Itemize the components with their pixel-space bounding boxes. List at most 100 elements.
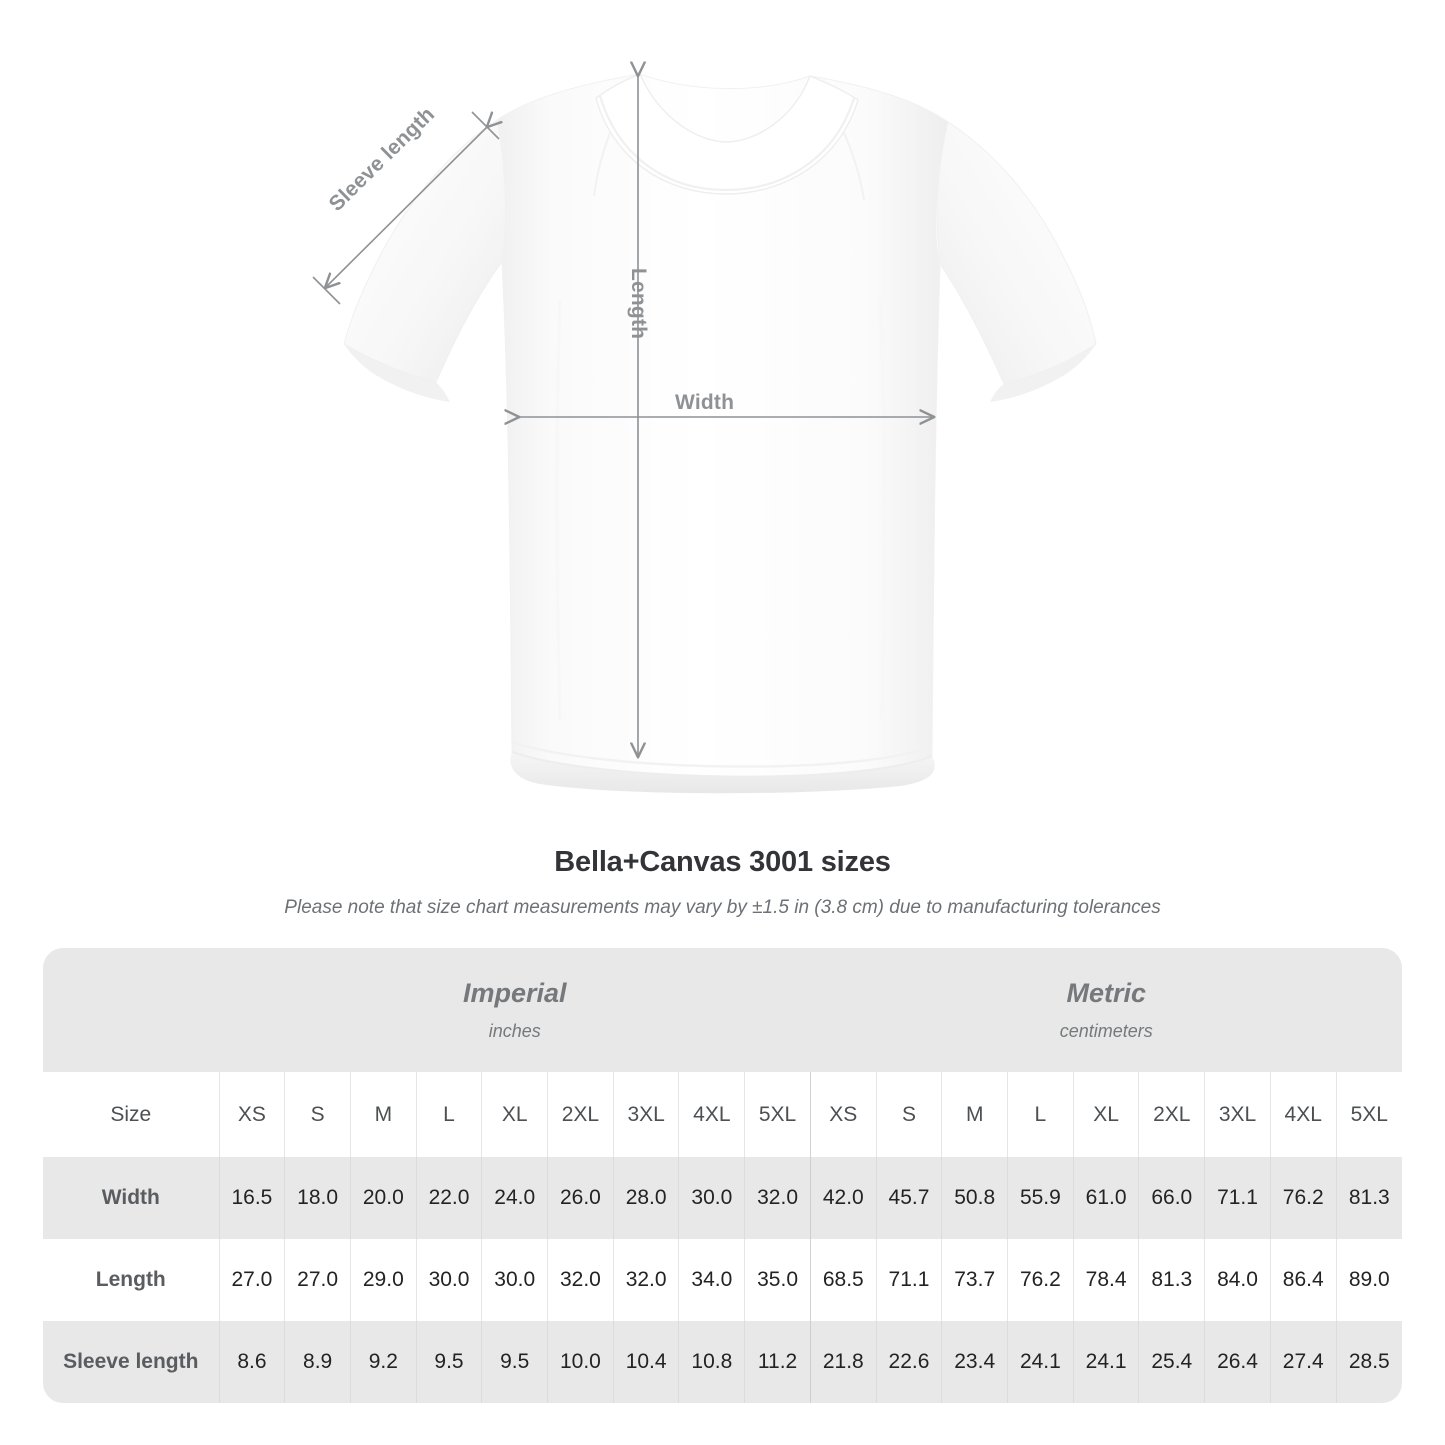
measurement-cell: 9.2: [349, 1321, 417, 1403]
measurement-cell: 32.0: [547, 1239, 614, 1321]
measurement-cell: 10.4: [612, 1321, 679, 1403]
measurement-cell: 25.4: [1138, 1321, 1205, 1403]
size-header-cell: M: [941, 1072, 1008, 1157]
measurement-cell: 27.0: [284, 1239, 351, 1321]
size-header-cell: 5XL: [1335, 1072, 1402, 1157]
measurement-cell: 78.4: [1072, 1239, 1139, 1321]
unit-group-imperial-sub: inches: [488, 1021, 541, 1042]
measurement-cell: 76.2: [1007, 1239, 1074, 1321]
measurement-cell: 8.9: [284, 1321, 351, 1403]
measurement-cell: 27.4: [1269, 1321, 1337, 1403]
measurement-cell: 32.0: [744, 1157, 811, 1239]
measurement-cell: 22.6: [875, 1321, 942, 1403]
measurement-cell: 66.0: [1138, 1157, 1205, 1239]
tshirt-graphic: [343, 73, 1097, 794]
measurement-cell: 42.0: [809, 1157, 877, 1239]
title-block: Bella+Canvas 3001 sizes Please note that…: [0, 846, 1445, 919]
size-header-cell: XS: [218, 1072, 285, 1157]
measurement-cell: 73.7: [941, 1239, 1008, 1321]
measurement-cell: 30.0: [415, 1239, 482, 1321]
measurement-cell: 10.8: [678, 1321, 745, 1403]
measurement-cell: 27.0: [218, 1239, 285, 1321]
measurement-cell: 28.0: [612, 1157, 679, 1239]
measurement-cell: 21.8: [809, 1321, 877, 1403]
measurement-cell: 26.4: [1204, 1321, 1271, 1403]
row-label: Length: [43, 1239, 220, 1321]
sleeve-tick-top: [471, 111, 500, 140]
unit-group-metric: Metric centimeters: [810, 948, 1402, 1072]
unit-group-metric-name: Metric: [1066, 978, 1146, 1009]
measurement-cell: 55.9: [1007, 1157, 1074, 1239]
size-header-cell: XS: [809, 1072, 877, 1157]
measurement-cell: 68.5: [809, 1239, 877, 1321]
size-header-cell: 4XL: [1269, 1072, 1337, 1157]
size-header-cell: M: [349, 1072, 417, 1157]
unit-group-imperial-name: Imperial: [462, 978, 567, 1009]
unit-banner-row: Imperial inches Metric centimeters: [43, 948, 1402, 1072]
measurement-cell: 23.4: [941, 1321, 1008, 1403]
measurement-cell: 86.4: [1269, 1239, 1337, 1321]
size-header-cell: 3XL: [612, 1072, 679, 1157]
size-table-container: Imperial inches Metric centimeters Size …: [43, 948, 1402, 1403]
measurement-cell: 81.3: [1335, 1157, 1402, 1239]
measurement-cell: 76.2: [1269, 1157, 1337, 1239]
measurement-cell: 35.0: [744, 1239, 811, 1321]
measurement-cell: 29.0: [349, 1239, 417, 1321]
width-label: Width: [675, 391, 735, 414]
measurement-cell: 50.8: [941, 1157, 1008, 1239]
size-header-row: Size XS S M L XL 2XL 3XL 4XL 5XL XS S M …: [43, 1072, 1402, 1157]
size-header-cell: S: [875, 1072, 942, 1157]
dimension-arrows: [312, 76, 934, 757]
size-header-cell: L: [1007, 1072, 1074, 1157]
size-header-cell: XL: [1072, 1072, 1139, 1157]
measurement-cell: 84.0: [1204, 1239, 1271, 1321]
sleeve-length-arrow: [325, 127, 487, 288]
measurement-cell: 24.1: [1007, 1321, 1074, 1403]
size-header-cell: 3XL: [1204, 1072, 1271, 1157]
size-header-cell: XL: [481, 1072, 548, 1157]
measurement-cell: 61.0: [1072, 1157, 1139, 1239]
measurement-cell: 71.1: [1204, 1157, 1271, 1239]
length-label: Length: [627, 268, 650, 340]
unit-banner-spacer: [43, 948, 220, 1072]
measurement-cell: 45.7: [875, 1157, 942, 1239]
measurement-cell: 28.5: [1335, 1321, 1402, 1403]
size-header-cell: L: [415, 1072, 482, 1157]
measurement-cell: 20.0: [349, 1157, 417, 1239]
size-header-cell: 5XL: [744, 1072, 811, 1157]
page-title: Bella+Canvas 3001 sizes: [554, 846, 891, 878]
measurement-cell: 32.0: [612, 1239, 679, 1321]
unit-group-imperial: Imperial inches: [219, 948, 811, 1072]
size-table: Imperial inches Metric centimeters Size …: [43, 948, 1402, 1403]
measurement-cell: 30.0: [481, 1239, 548, 1321]
measurement-cell: 24.0: [481, 1157, 548, 1239]
measurement-cell: 18.0: [284, 1157, 351, 1239]
measurement-cell: 8.6: [218, 1321, 285, 1403]
measurement-cell: 9.5: [481, 1321, 548, 1403]
size-header-cell: 2XL: [547, 1072, 614, 1157]
table-row: Length 27.0 27.0 29.0 30.0 30.0 32.0 32.…: [43, 1239, 1402, 1321]
size-header-cell: 4XL: [678, 1072, 745, 1157]
measurement-cell: 10.0: [547, 1321, 614, 1403]
row-label: Sleeve length: [43, 1321, 220, 1403]
measurement-cell: 81.3: [1138, 1239, 1205, 1321]
measurement-cell: 24.1: [1072, 1321, 1139, 1403]
tolerance-note: Please note that size chart measurements…: [284, 897, 1161, 918]
tshirt-measurement-illustration: Sleeve length Length Width: [312, 0, 1097, 794]
measurement-cell: 30.0: [678, 1157, 745, 1239]
measurement-cell: 9.5: [415, 1321, 482, 1403]
table-row: Sleeve length 8.6 8.9 9.2 9.5 9.5 10.0 1…: [43, 1321, 1402, 1403]
measurement-cell: 89.0: [1335, 1239, 1402, 1321]
measurement-cell: 71.1: [875, 1239, 942, 1321]
measurement-cell: 22.0: [415, 1157, 482, 1239]
column-header-size: Size: [43, 1072, 220, 1157]
measurement-cell: 34.0: [678, 1239, 745, 1321]
row-label: Width: [43, 1157, 220, 1239]
measurement-cell: 26.0: [547, 1157, 614, 1239]
table-row: Width 16.5 18.0 20.0 22.0 24.0 26.0 28.0…: [43, 1157, 1402, 1239]
size-header-cell: 2XL: [1138, 1072, 1205, 1157]
measurement-cell: 11.2: [744, 1321, 811, 1403]
size-header-cell: S: [284, 1072, 351, 1157]
measurement-cell: 16.5: [218, 1157, 285, 1239]
